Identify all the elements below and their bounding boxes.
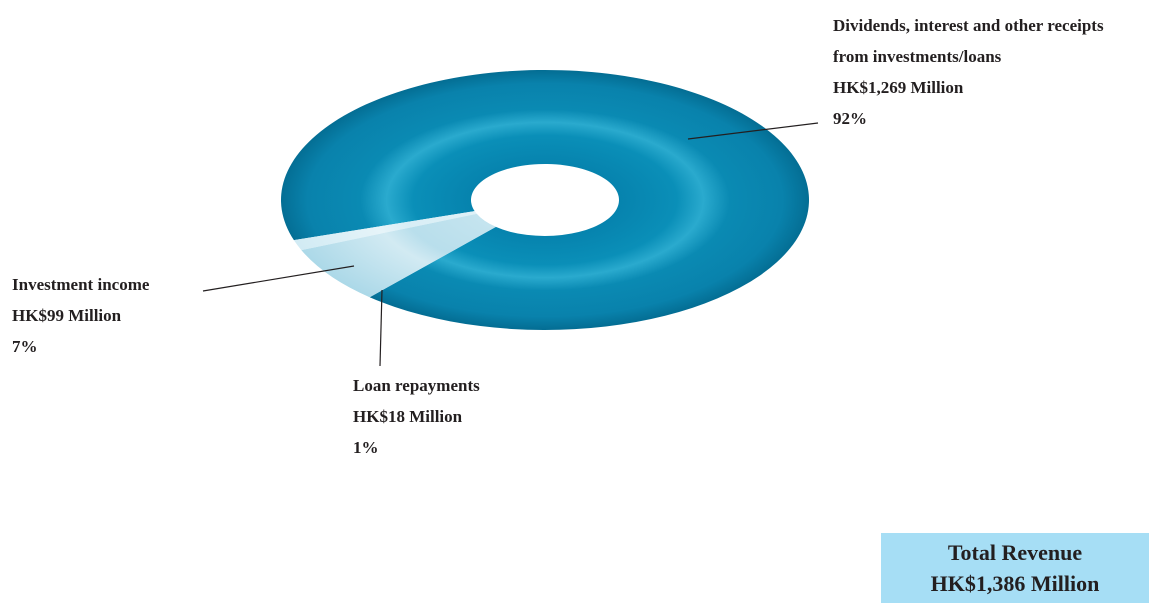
leader-line-dividends <box>687 122 819 140</box>
leader-line-loan-repayments <box>379 289 383 367</box>
slice-amount: HK$99 Million <box>12 306 122 325</box>
slice-amount: HK$1,269 Million <box>833 78 964 97</box>
slice-percent: 92% <box>833 109 867 128</box>
leader-line-investment-income <box>202 265 355 292</box>
slice-label-investment-income: Investment income HK$99 Million 7% <box>12 269 149 362</box>
slice-label-loan-repayments: Loan repayments HK$18 Million 1% <box>353 370 480 463</box>
slice-loan-repayments-highlight <box>293 211 477 251</box>
slice-label-dividends: Dividends, interest and other receipts f… <box>833 10 1104 134</box>
slice-investment-income-highlight <box>301 213 496 298</box>
slice-amount: HK$18 Million <box>353 407 463 426</box>
slice-label-line: Loan repayments <box>353 376 480 395</box>
total-revenue-box: Total Revenue HK$1,386 Million <box>881 533 1149 603</box>
slice-dividends <box>281 70 810 330</box>
total-revenue-title: Total Revenue <box>947 540 1083 565</box>
slice-label-line: Dividends, interest and other receipts <box>833 16 1104 35</box>
slice-label-line: Investment income <box>12 275 150 294</box>
total-revenue-amount: HK$1,386 Million <box>930 571 1100 596</box>
slice-percent: 7% <box>12 337 38 356</box>
slice-label-line: from investments/loans <box>833 47 1002 66</box>
slice-percent: 1% <box>353 438 379 457</box>
